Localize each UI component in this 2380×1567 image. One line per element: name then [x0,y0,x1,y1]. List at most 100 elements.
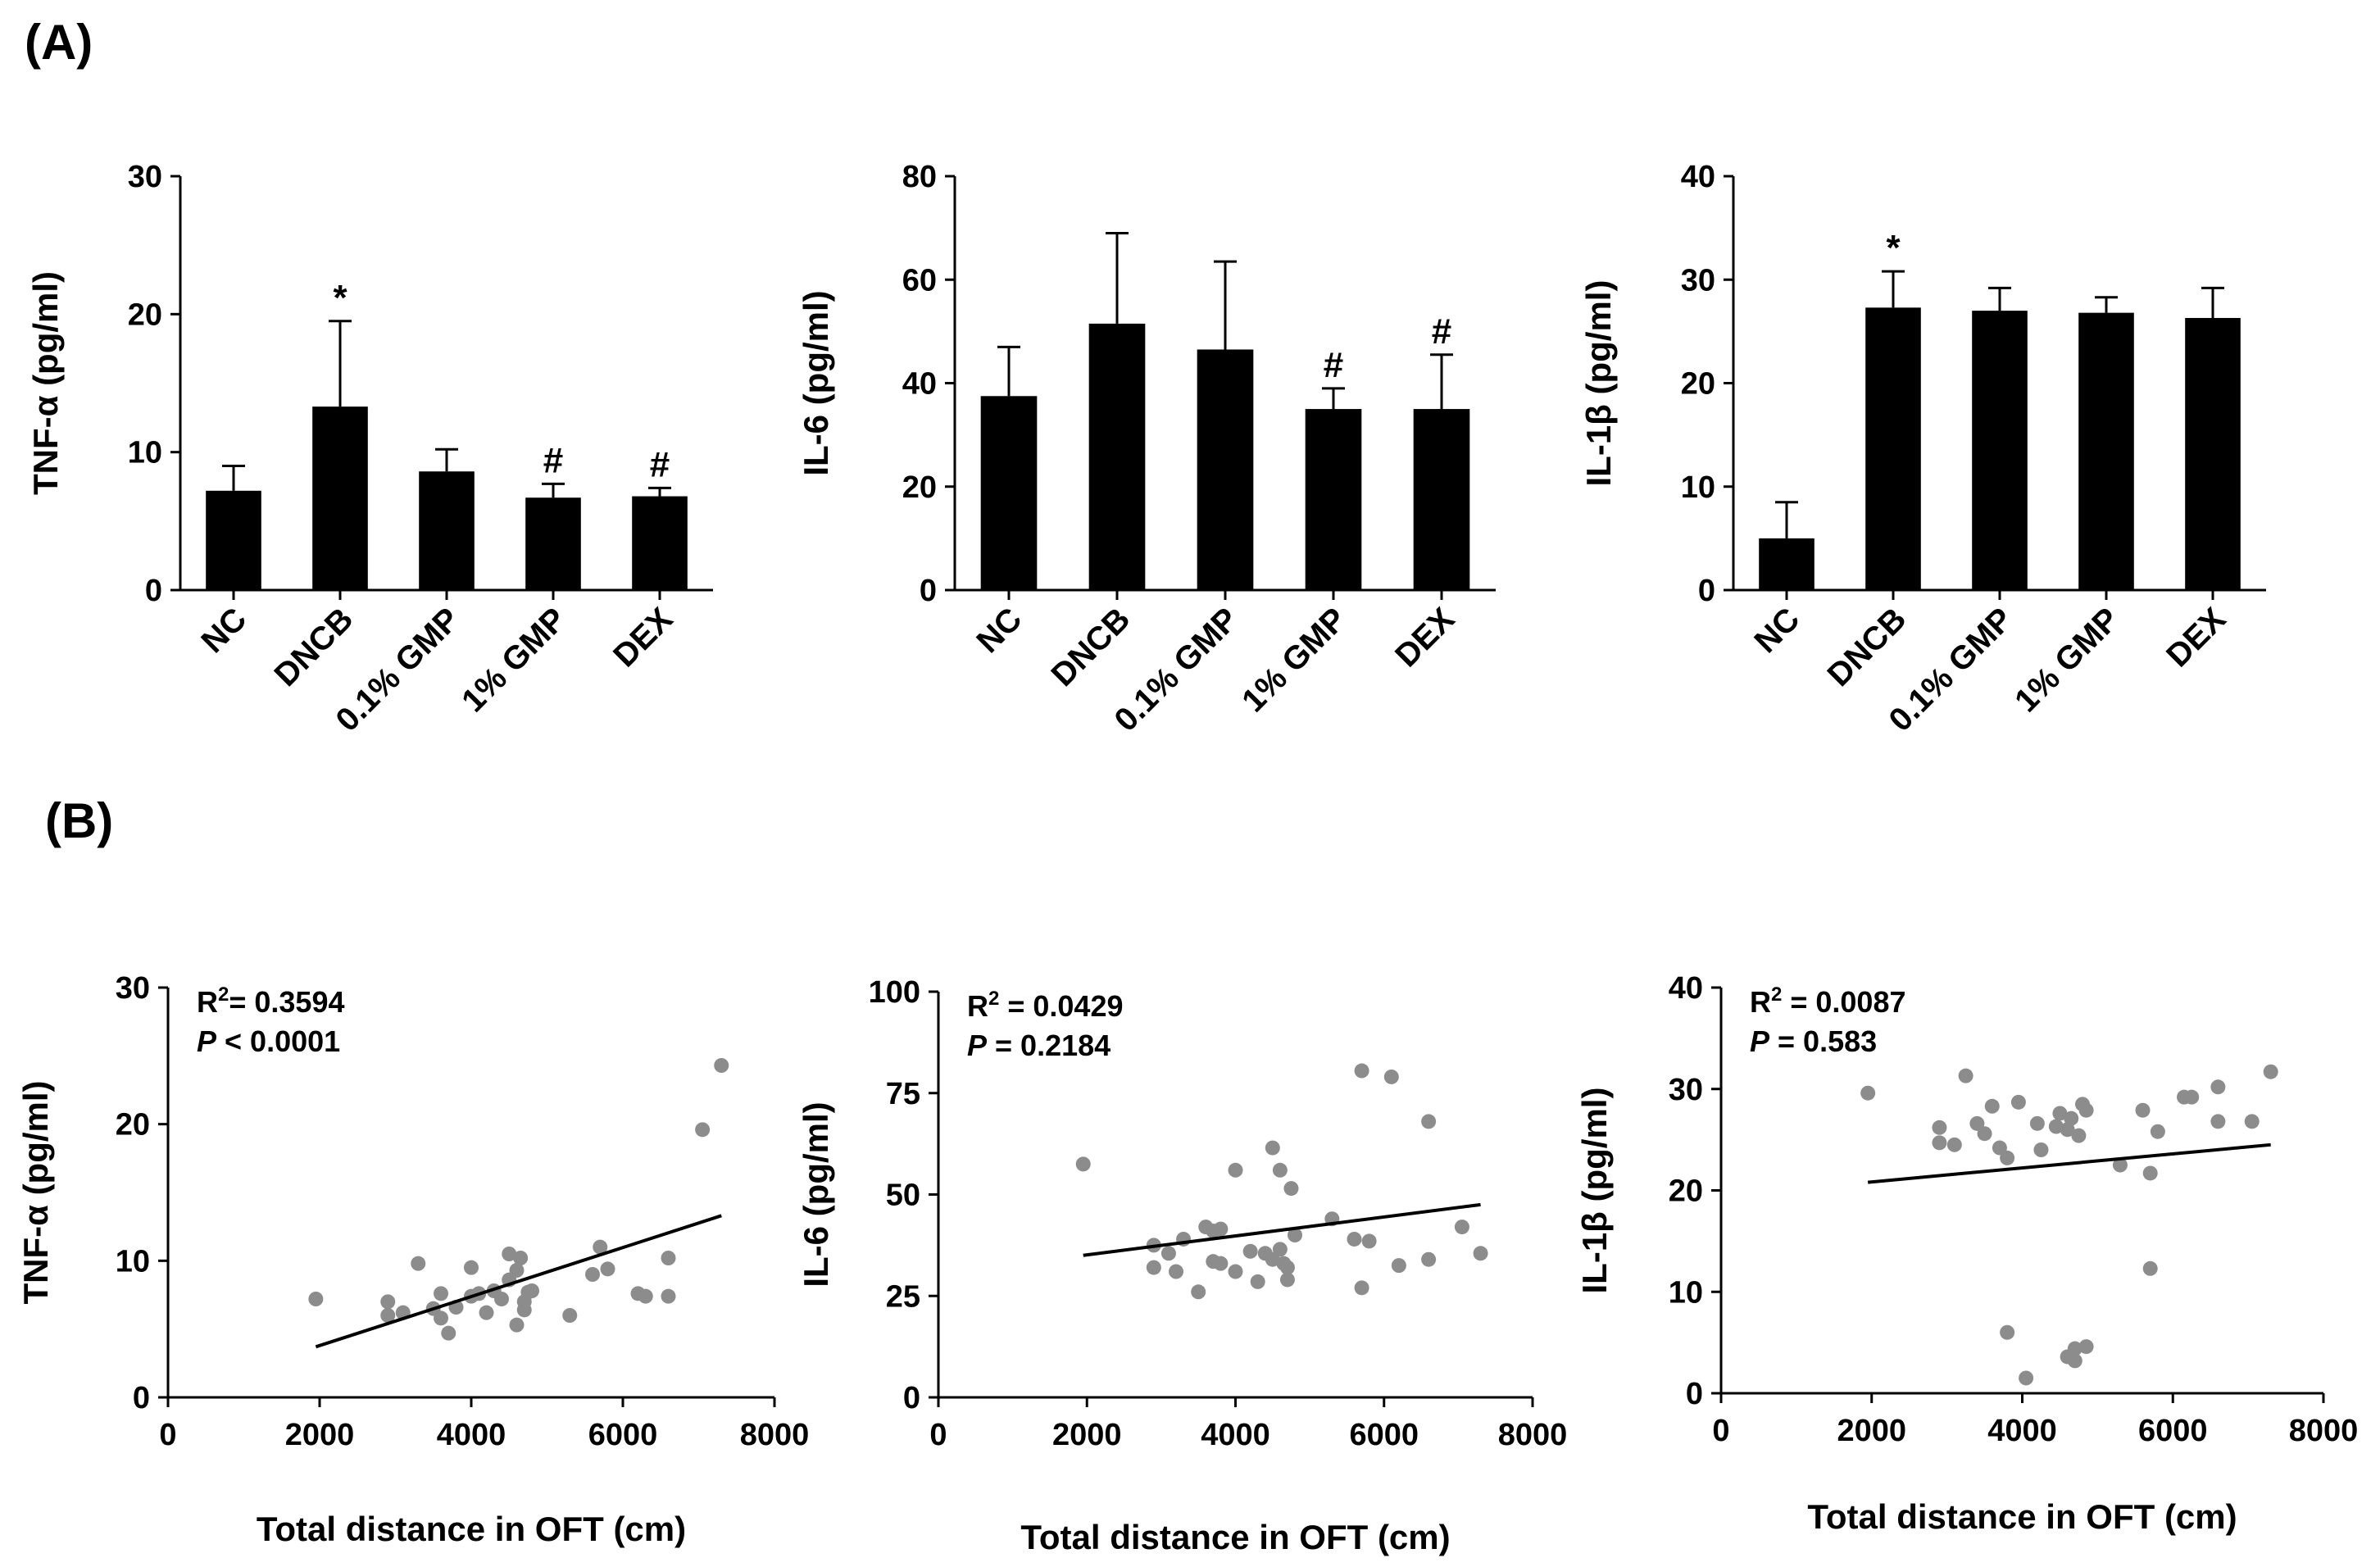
data-point [1454,1220,1469,1235]
data-point [509,1263,525,1278]
data-point [502,1247,517,1261]
data-point [2033,1142,2049,1157]
data-point [494,1292,509,1306]
data-point [2000,1324,2015,1340]
y-tick-label: 30 [128,160,162,194]
y-tick-label: 0 [133,1381,150,1415]
data-point [1354,1280,1369,1296]
panel-label-a: (A) [25,15,93,70]
y-tick-label: 20 [128,298,162,332]
data-point [2071,1128,2087,1143]
data-point [1473,1246,1488,1261]
data-point [1213,1221,1229,1237]
category-label: DEX [2160,601,2232,674]
p-value-annotation: P = 0.583 [1750,1024,1877,1058]
y-axis-label: TNF-α (pg/ml) [16,1080,55,1304]
data-point [2067,1353,2082,1369]
data-point [1213,1256,1229,1271]
data-point [513,1251,529,1265]
data-point [509,1317,525,1333]
data-point [464,1260,479,1275]
data-point [2064,1111,2079,1126]
significance-marker: # [650,444,670,484]
data-point [1279,1272,1295,1288]
x-tick-label: 0 [1712,1414,1729,1448]
bar [1865,307,1921,590]
significance-marker: # [543,440,563,480]
data-point [380,1294,396,1310]
bar [632,496,688,590]
category-label: NC [1747,601,1806,660]
bar [980,396,1038,590]
data-point [714,1058,729,1073]
p-value-annotation: P < 0.0001 [197,1024,340,1058]
scatter-chart-il1b: 0 10 20 30 40 0 2000 4000 6000 8000 IL-1β (pg/ml) T… [1575,971,2358,1536]
data-point [441,1325,456,1341]
category-label: 1% GMP [2008,601,2126,719]
y-tick-label: 10 [1669,1275,1703,1310]
y-tick-label: 40 [1669,971,1703,1006]
data-point [661,1288,676,1304]
bar [2185,317,2241,590]
data-point [434,1310,448,1326]
data-point [1860,1085,1876,1101]
data-point [1191,1284,1206,1300]
data-point [1932,1120,1947,1135]
y-tick-label: 10 [128,436,162,470]
y-tick-label: 25 [886,1279,920,1314]
category-label: 1% GMP [1235,601,1353,719]
data-point [2184,1089,2200,1105]
category-label: DNCB [1045,601,1138,693]
y-tick-label: 20 [1681,367,1715,402]
data-point [2210,1079,2226,1095]
bar [1088,323,1146,590]
x-tick-label: 8000 [740,1418,810,1452]
significance-marker: * [333,278,347,318]
scatter-chart-il6: 0 25 50 75 100 0 2000 4000 6000 8000 IL-6 (pg/ml) T… [797,975,1567,1556]
y-tick-label: 50 [886,1179,920,1213]
data-point [1421,1114,1437,1129]
data-point [2263,1064,2278,1079]
x-tick-label: 6000 [588,1418,658,1452]
data-point [1992,1140,2007,1156]
bar [525,497,581,590]
x-tick-label: 2000 [285,1418,355,1452]
data-point [2052,1106,2068,1121]
significance-marker: # [1432,311,1451,352]
data-point [1958,1068,1973,1083]
data-point [1969,1115,1985,1131]
data-point [308,1292,324,1306]
x-tick-label: 6000 [2138,1414,2208,1448]
y-axis-label: IL-6 (pg/ml) [797,1101,835,1287]
data-point [2150,1124,2165,1139]
data-point [1265,1251,1280,1267]
data-point [2244,1114,2260,1129]
y-tick-label: 10 [1681,470,1715,505]
y-tick-label: 0 [903,1381,920,1415]
data-point [1421,1251,1437,1267]
data-point [2142,1260,2158,1276]
x-tick-label: 0 [929,1418,947,1452]
data-point [2019,1370,2034,1386]
y-axis-label: IL-1β (pg/ml) [1579,280,1618,487]
category-label: NC [970,601,1029,660]
significance-marker: * [1886,228,1901,268]
y-tick-label: 30 [116,971,150,1006]
significance-marker: # [1324,345,1343,385]
data-point [600,1261,615,1277]
data-point [1347,1231,1362,1247]
data-point [1146,1260,1161,1275]
data-point [380,1308,396,1323]
y-tick-label: 60 [902,263,937,298]
data-point [525,1283,539,1298]
data-point [1242,1243,1258,1259]
data-point [411,1256,426,1271]
data-point [2010,1094,2026,1110]
y-tick-label: 40 [1681,160,1715,194]
x-tick-label: 4000 [1201,1418,1270,1452]
data-point [1228,1264,1243,1279]
data-point [1075,1156,1091,1172]
